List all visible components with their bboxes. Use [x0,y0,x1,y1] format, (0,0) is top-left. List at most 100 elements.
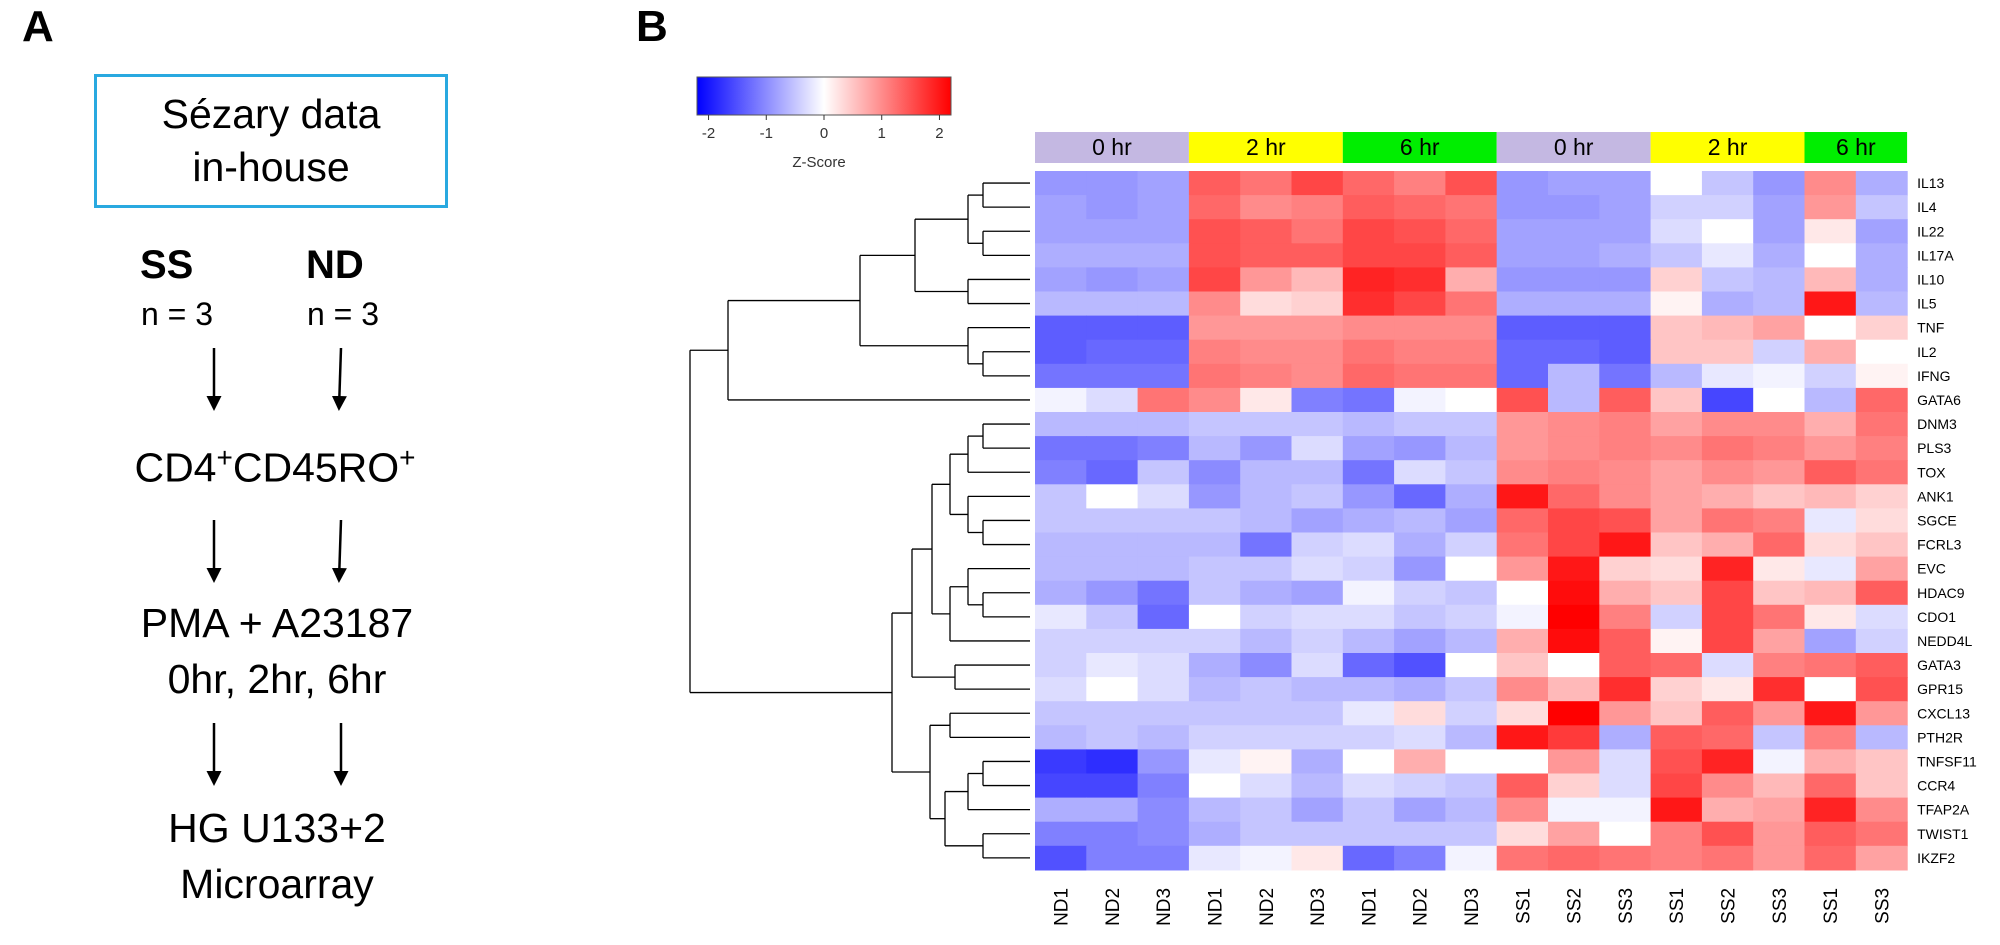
heatmap-cell [1753,628,1806,654]
heatmap-cell [1240,387,1293,413]
heatmap-cell [1650,219,1703,244]
heatmap-cell [1445,749,1498,775]
heatmap-cell [1804,412,1857,437]
heatmap-cell [1342,387,1395,413]
heatmap-cell [1753,195,1806,220]
heatmap-cell [1086,412,1139,437]
heatmap-cell [1086,532,1139,558]
column-label: SS1 [1821,888,1842,924]
time-group-bar [1035,132,1189,163]
row-label: PTH2R [1917,729,1963,745]
heatmap-cell [1394,387,1446,413]
heatmap-cell [1188,363,1241,389]
row-label: CDO1 [1917,609,1956,625]
group-ss-label: SS [140,243,194,287]
heatmap-cell [1496,315,1549,341]
heatmap-cell [1855,749,1908,775]
heatmap-cell [1496,653,1549,678]
heatmap-cell [1291,171,1344,196]
heatmap-cell [1240,291,1293,317]
colorbar-label: Z-Score [792,154,845,171]
heatmap-cell [1240,797,1293,823]
heatmap-cell [1753,580,1806,606]
flow-arrows [206,347,349,786]
heatmap-cell [1342,580,1395,606]
colorbar-gradient [696,76,952,116]
heatmap-cell [1599,412,1652,437]
heatmap-cell [1548,653,1600,678]
heatmap-cell [1086,219,1139,244]
heatmap-cell [1753,556,1806,582]
heatmap-cell [1240,195,1293,220]
heatmap-cell [1701,725,1754,750]
heatmap-cell [1394,363,1446,389]
heatmap-cell [1035,701,1087,726]
heatmap-cell [1701,436,1754,461]
heatmap-cell [1599,387,1652,413]
heatmap-cell [1394,484,1446,509]
heatmap-cell [1804,219,1857,244]
heatmap-cell [1291,749,1344,775]
heatmap-cell [1753,845,1806,871]
heatmap-cell [1342,315,1395,341]
heatmap-cell [1137,821,1190,847]
heatmap-cell [1548,460,1600,485]
heatmap-cell [1086,628,1139,654]
heatmap-cell [1496,845,1549,871]
heatmap-cell [1445,677,1498,702]
heatmap-cell [1445,845,1498,871]
heatmap-cell [1394,219,1446,244]
heatmap-cell [1445,821,1498,847]
heatmap-cell [1035,677,1087,702]
row-label: PLS3 [1917,440,1951,456]
heatmap-cell [1650,339,1703,365]
heatmap-cell [1394,821,1446,847]
heatmap-cell [1137,243,1190,268]
heatmap-cell [1240,508,1293,534]
arrow-nd-2 [331,519,347,583]
heatmap-cell [1650,797,1703,823]
heatmap-cell [1086,315,1139,341]
heatmap-cell [1291,363,1344,389]
heatmap-cell [1496,532,1549,558]
row-label: DNM3 [1917,416,1957,432]
heatmap-cell [1445,315,1498,341]
heatmap-cell [1701,701,1754,726]
time-group-bar [1496,132,1651,163]
heatmap-cell [1137,171,1190,196]
row-label: IKZF2 [1917,850,1955,866]
heatmap-cell [1342,484,1395,509]
heatmap-cell [1804,460,1857,485]
heatmap-cell [1394,339,1446,365]
heatmap-cell [1342,171,1395,196]
heatmap-cell [1035,460,1087,485]
heatmap-cell [1394,412,1446,437]
heatmap-cell [1445,243,1498,268]
heatmap-cell [1650,291,1703,317]
heatmap-cell [1548,195,1600,220]
step-microarray: HG U133+2 Microarray [168,800,386,912]
heatmap-cell [1086,267,1139,293]
heatmap-cell [1035,484,1087,509]
heatmap-cell [1188,267,1241,293]
heatmap-cell [1701,460,1754,485]
heatmap-cell [1188,749,1241,775]
step-cell-sup1: + [216,442,233,473]
column-label: SS1 [1513,888,1534,924]
heatmap-cell [1035,387,1087,413]
heatmap-cell [1035,291,1087,317]
heatmap-cell [1701,821,1754,847]
heatmap-cell [1599,556,1652,582]
heatmap-cell [1650,580,1703,606]
heatmap-cell [1137,315,1190,341]
heatmap-cell [1394,532,1446,558]
heatmap-cell [1188,412,1241,437]
heatmap-cell [1445,628,1498,654]
heatmap-cell [1240,604,1293,630]
heatmap-cell [1394,556,1446,582]
heatmap-cell [1599,171,1652,196]
heatmap-cell [1035,749,1087,775]
heatmap-cell [1445,797,1498,823]
heatmap-cell [1188,219,1241,244]
heatmap-cell [1137,267,1190,293]
